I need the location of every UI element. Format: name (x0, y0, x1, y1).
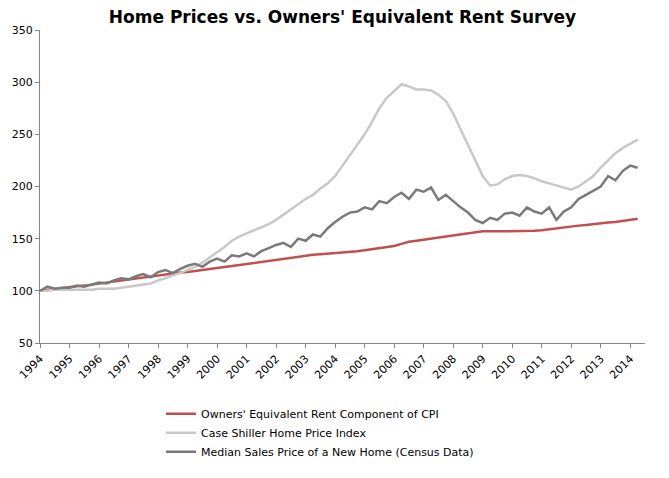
svg-text:2004: 2004 (312, 353, 341, 382)
svg-text:50: 50 (19, 337, 33, 350)
svg-text:2012: 2012 (548, 353, 577, 382)
svg-text:1999: 1999 (165, 353, 194, 382)
svg-text:1997: 1997 (106, 353, 135, 382)
svg-text:2010: 2010 (489, 353, 518, 382)
svg-text:2014: 2014 (607, 353, 636, 382)
svg-text:300: 300 (12, 76, 33, 89)
svg-text:1995: 1995 (47, 353, 76, 382)
svg-text:200: 200 (12, 180, 33, 193)
svg-text:Median Sales Price of a New Ho: Median Sales Price of a New Home (Census… (201, 446, 474, 459)
svg-text:Home Prices vs. Owners' Equiva: Home Prices vs. Owners' Equivalent Rent … (109, 7, 576, 27)
svg-text:100: 100 (12, 285, 33, 298)
svg-text:250: 250 (12, 128, 33, 141)
svg-text:2009: 2009 (460, 353, 489, 382)
svg-text:1994: 1994 (17, 353, 46, 382)
svg-text:1996: 1996 (76, 353, 105, 382)
svg-text:2008: 2008 (430, 353, 459, 382)
svg-text:2001: 2001 (224, 353, 253, 382)
svg-text:2000: 2000 (194, 353, 223, 382)
svg-text:150: 150 (12, 233, 33, 246)
svg-text:2007: 2007 (401, 353, 430, 382)
svg-text:Owners' Equivalent Rent Compon: Owners' Equivalent Rent Component of CPI (201, 408, 439, 421)
svg-text:2002: 2002 (253, 353, 282, 382)
svg-text:350: 350 (12, 24, 33, 37)
svg-text:2011: 2011 (519, 353, 548, 382)
svg-text:Case Shiller Home Price Index: Case Shiller Home Price Index (201, 427, 366, 440)
svg-text:2005: 2005 (342, 353, 371, 382)
svg-text:2003: 2003 (283, 353, 312, 382)
svg-text:1998: 1998 (135, 353, 164, 382)
svg-text:2013: 2013 (578, 353, 607, 382)
svg-text:2006: 2006 (371, 353, 400, 382)
